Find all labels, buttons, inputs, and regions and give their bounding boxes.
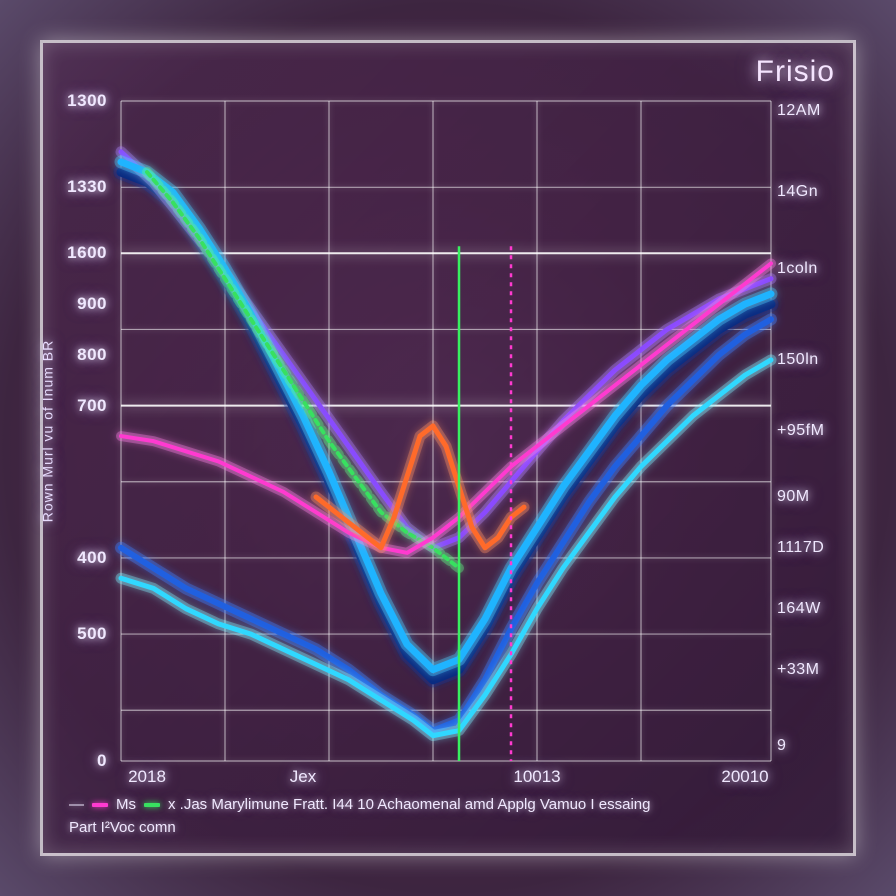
y-right-tick: 12AM — [777, 102, 821, 120]
y-left-tick: 1300 — [67, 91, 107, 111]
y-right-tick: +33M — [777, 661, 819, 679]
series-pink-glow — [121, 263, 771, 552]
y-left-tick: 0 — [97, 751, 107, 771]
plot-svg — [121, 101, 771, 761]
y-left-tick: 700 — [77, 396, 107, 416]
brand-label: Frisio — [756, 55, 835, 89]
x-axis-labels: 2018 Jex 10013 20010 — [121, 767, 771, 797]
y-right-tick: 164W — [777, 600, 821, 618]
y-left-axis-labels: 1300133016007008009004005000 — [43, 101, 115, 761]
plot-area — [121, 101, 771, 761]
legend-swatch — [92, 803, 108, 807]
legend-text: Ms — [116, 794, 136, 817]
chart-frame: Frisio Rown Murl vu of Inum BR 130013301… — [40, 40, 856, 856]
x-tick: 20010 — [721, 767, 768, 787]
series-pink — [121, 263, 771, 552]
y-left-tick: 1330 — [67, 177, 107, 197]
y-right-tick: 90M — [777, 488, 810, 506]
legend-row-1: — Ms x .Jas Marylimune Fratt. I44 10 Achao… — [69, 794, 829, 817]
y-right-tick: 9 — [777, 737, 786, 755]
y-left-tick: 400 — [77, 548, 107, 568]
legend: — Ms x .Jas Marylimune Fratt. I44 10 Achao… — [69, 794, 829, 839]
y-right-tick: +95fM — [777, 422, 824, 440]
y-right-tick: 1117D — [777, 539, 824, 557]
x-tick: 2018 — [128, 767, 166, 787]
x-tick: Jex — [290, 767, 316, 787]
y-left-tick: 1600 — [67, 243, 107, 263]
y-left-tick: 900 — [77, 294, 107, 314]
legend-row-2: Part I²Voc comn — [69, 817, 829, 840]
series-cyan-main — [121, 162, 771, 670]
series-cyan-main-glow — [121, 162, 771, 670]
y-right-axis-labels: 12AM 14Gn 1coln 150ln +95fM 90M 1117D 164W +33M 9 — [769, 101, 853, 761]
y-right-tick: 150ln — [777, 351, 819, 369]
y-left-tick: 500 — [77, 624, 107, 644]
legend-swatch — [144, 803, 160, 807]
y-right-tick: 14Gn — [777, 183, 818, 201]
x-tick: 10013 — [513, 767, 560, 787]
legend-prefix: — — [69, 794, 84, 817]
y-left-tick: 800 — [77, 345, 107, 365]
legend-text: x .Jas Marylimune Fratt. I44 10 Achaomen… — [168, 794, 650, 817]
y-right-tick: 1coln — [777, 260, 818, 278]
